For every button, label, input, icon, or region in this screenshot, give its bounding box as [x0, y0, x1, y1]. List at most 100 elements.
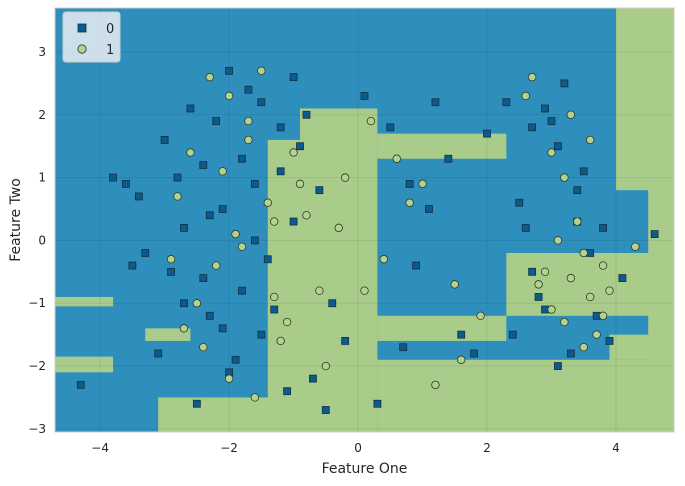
point-series-1 [340, 173, 350, 182]
point-series-1 [598, 261, 608, 270]
point-series-1 [199, 343, 208, 352]
point-series-1 [211, 261, 221, 270]
point-series-1 [598, 311, 608, 320]
point-series-0 [573, 186, 582, 195]
point-series-0 [599, 223, 607, 232]
x-tick-label: −2 [220, 441, 238, 455]
point-series-0 [373, 399, 382, 408]
point-series-1 [334, 223, 343, 233]
point-series-1 [205, 72, 214, 82]
point-series-1 [560, 173, 569, 182]
point-series-0 [321, 406, 330, 414]
point-series-0 [579, 167, 588, 176]
point-series-1 [457, 355, 466, 364]
point-series-0 [257, 330, 266, 339]
point-series-0 [315, 186, 324, 195]
point-series-1 [276, 336, 285, 346]
x-tick-label: −4 [91, 441, 109, 455]
point-series-1 [270, 292, 279, 302]
point-series-0 [134, 192, 143, 201]
point-series-0 [457, 330, 466, 339]
point-series-0 [341, 337, 350, 345]
y-tick-label: 2 [38, 108, 46, 122]
point-series-0 [566, 349, 575, 358]
point-series-0 [508, 330, 517, 339]
point-series-1 [573, 217, 582, 226]
point-series-1 [321, 361, 331, 371]
point-series-0 [521, 223, 530, 232]
point-series-1 [186, 148, 195, 157]
point-series-0 [560, 79, 569, 88]
legend-label-1: 1 [106, 43, 114, 58]
point-series-0 [205, 311, 214, 320]
point-series-0 [199, 161, 208, 169]
point-series-1 [250, 393, 260, 402]
point-series-1 [366, 116, 376, 126]
point-series-0 [154, 349, 163, 358]
y-axis-ticks: −3 −2 −1 0 1 2 3 [28, 45, 46, 436]
point-series-0 [431, 98, 440, 107]
region-class-1-11 [145, 328, 191, 341]
point-series-0 [328, 299, 337, 308]
point-series-0 [180, 299, 188, 308]
point-series-1 [527, 72, 537, 82]
point-series-1 [579, 248, 588, 258]
y-tick-label: −1 [28, 296, 46, 310]
point-series-0 [225, 66, 233, 75]
region-class-1-12 [609, 334, 674, 360]
point-series-1 [431, 380, 440, 390]
point-series-0 [302, 110, 311, 119]
region-class-1-1 [158, 397, 378, 432]
point-series-0 [192, 399, 201, 408]
point-series-0 [238, 154, 246, 163]
x-tick-label: 2 [483, 441, 491, 455]
point-series-0 [231, 355, 240, 364]
legend: 0 1 [62, 11, 121, 63]
plot-frame [54, 7, 675, 433]
point-series-0 [618, 274, 627, 283]
point-series-0 [283, 387, 292, 396]
decision-regions [55, 8, 674, 432]
point-series-1 [566, 110, 576, 119]
y-tick-label: 1 [38, 171, 46, 185]
point-series-0 [76, 380, 85, 389]
point-series-0 [444, 154, 453, 163]
point-series-0 [528, 123, 537, 132]
point-series-0 [160, 136, 169, 144]
point-series-0 [483, 129, 491, 138]
point-series-0 [289, 217, 298, 226]
point-series-0 [547, 117, 556, 125]
point-series-0 [128, 261, 137, 270]
x-tick-label: 4 [612, 441, 620, 455]
point-series-1 [450, 280, 459, 289]
point-series-0 [122, 179, 130, 188]
point-series-0 [541, 104, 549, 113]
region-class-1-2 [267, 139, 378, 398]
y-tick-label: −2 [28, 359, 46, 373]
legend-label-0: 0 [106, 22, 114, 37]
point-series-1 [476, 311, 485, 320]
point-series-0 [289, 73, 298, 81]
point-series-1 [218, 167, 227, 176]
y-tick-label: 0 [38, 233, 46, 247]
point-series-0 [250, 236, 259, 245]
point-series-0 [276, 167, 285, 176]
y-tick-label: 3 [38, 45, 46, 59]
region-class-1-10 [55, 356, 114, 373]
point-series-0 [212, 117, 221, 125]
point-series-0 [399, 343, 408, 352]
region-class-1-0 [377, 359, 674, 432]
point-series-1 [166, 255, 176, 264]
point-series-1 [605, 286, 614, 295]
point-series-1 [173, 192, 182, 201]
point-series-1 [405, 198, 414, 207]
point-series-1 [289, 148, 298, 157]
point-series-1 [585, 292, 595, 302]
point-series-1 [418, 179, 427, 189]
point-series-0 [270, 305, 279, 314]
point-series-1 [547, 305, 556, 314]
point-series-0 [534, 293, 543, 301]
point-series-0 [528, 267, 537, 276]
point-series-1 [566, 273, 576, 283]
point-series-0 [218, 205, 227, 213]
